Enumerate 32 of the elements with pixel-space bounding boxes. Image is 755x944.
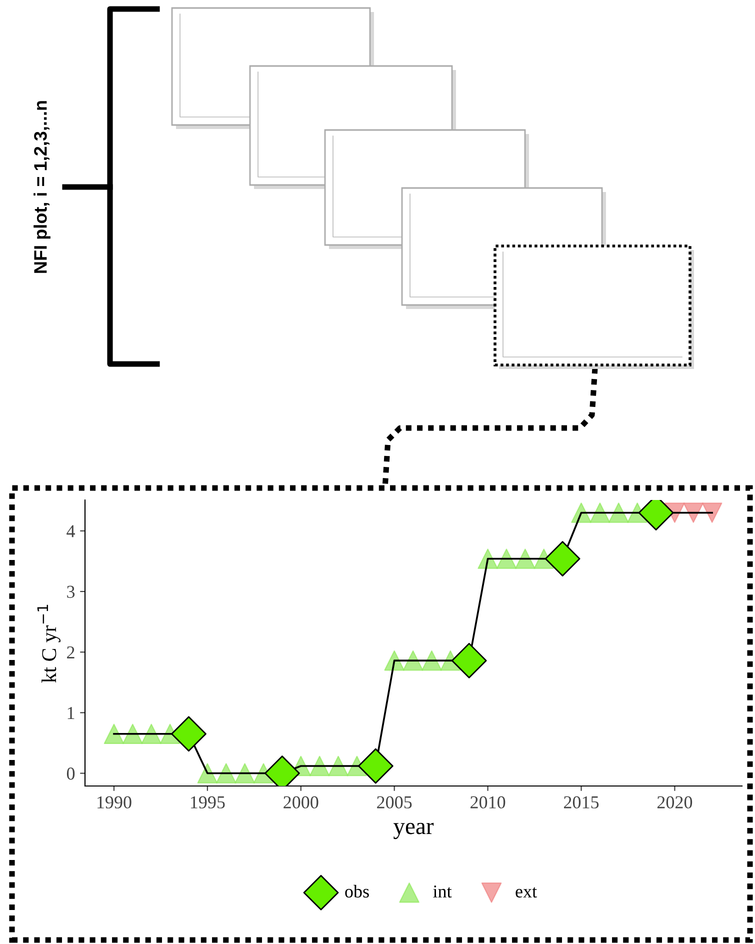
y-tick-label: 2 — [67, 646, 74, 658]
x-tick-label: 1995 — [190, 796, 225, 808]
text: NFI plot, i = 1,2,3,...n — [34, 101, 50, 273]
x-tick-label: 1990 — [98, 796, 132, 808]
y-tick-label: 4 — [66, 525, 75, 538]
point — [608, 502, 629, 523]
x-tick-label: 2020 — [657, 796, 692, 808]
x-tick-label: 2005 — [377, 796, 412, 808]
y-tick-label: 0 — [66, 768, 75, 780]
point — [216, 763, 236, 784]
legend-label: int — [433, 885, 452, 898]
point — [702, 502, 722, 523]
point — [496, 548, 517, 569]
y-axis-title: kt C yr$^{−1}$ — [37, 604, 60, 683]
y-tick-label: 1 — [68, 707, 74, 719]
y-tick-label: 3 — [67, 586, 75, 598]
point — [171, 716, 206, 752]
point — [515, 548, 536, 569]
point — [544, 541, 580, 576]
point — [451, 642, 487, 678]
x-tick-label: 2015 — [564, 796, 599, 808]
legend-label: obs — [345, 884, 369, 898]
x-tick-label: 2000 — [284, 796, 318, 808]
point — [104, 724, 124, 744]
point — [197, 763, 218, 784]
point — [234, 763, 255, 784]
point — [683, 502, 704, 523]
point — [590, 502, 610, 523]
x-tick-label: 2010 — [470, 796, 506, 808]
legend-label: ext — [516, 887, 537, 898]
x-axis-title: year — [393, 822, 434, 840]
point — [358, 748, 394, 784]
